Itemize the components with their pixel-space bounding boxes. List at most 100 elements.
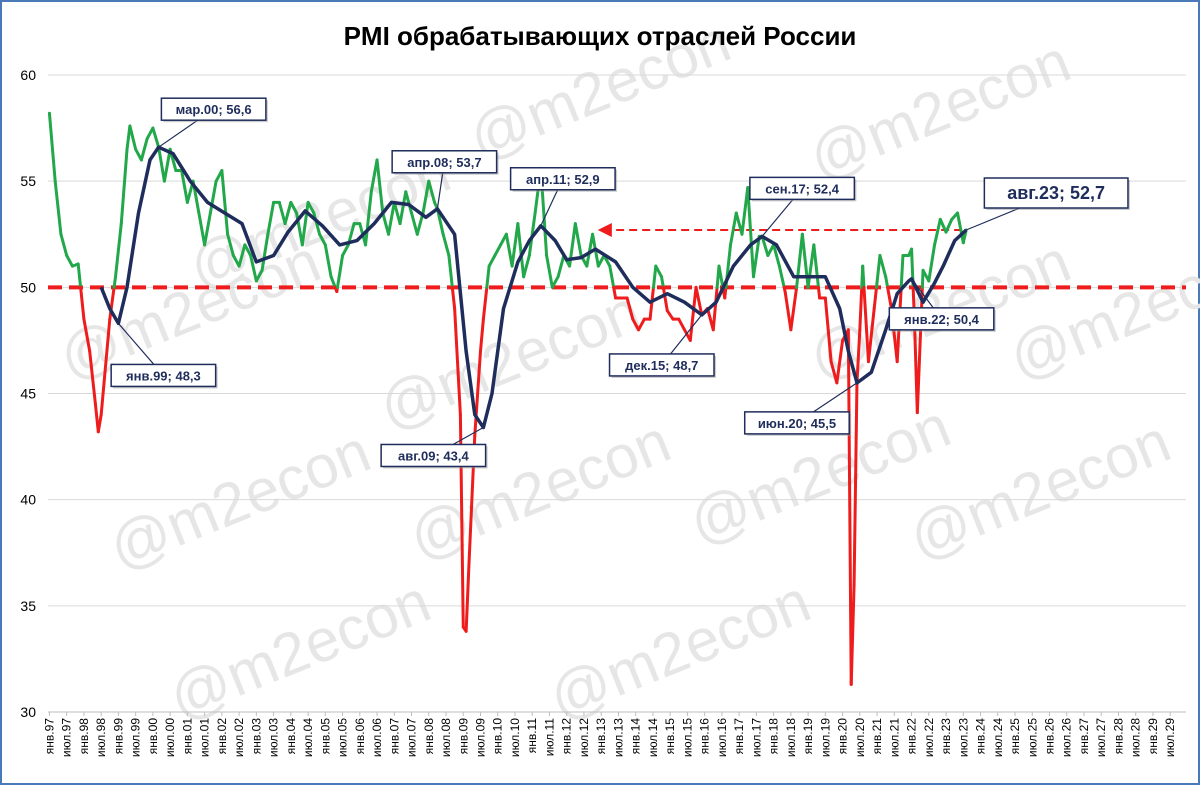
x-tick-label: янв.14 <box>629 718 643 755</box>
pmi-segment <box>65 253 74 268</box>
trend-line <box>99 145 968 430</box>
x-tick-label: июл.15 <box>680 718 694 757</box>
pmi-segment <box>464 561 471 633</box>
pmi-segment <box>651 264 658 289</box>
annotation-box <box>110 363 217 388</box>
x-tick-label: янв.26 <box>1042 718 1056 755</box>
pmi-segment <box>427 179 437 204</box>
annotation-2015-12: дек.15; 48,7 <box>608 314 717 378</box>
pmi-segment <box>79 285 86 321</box>
pmi-segment <box>312 211 322 236</box>
annotation-2008-04: апр.08; 53,7 <box>391 150 499 209</box>
annotation-label: июн.20; 45,5 <box>758 416 836 431</box>
pmi-segment <box>516 222 526 279</box>
x-tick-label: янв.00 <box>146 718 160 755</box>
x-tick-label: июл.00 <box>163 718 177 757</box>
x-tick-label: июл.16 <box>715 718 729 757</box>
pmi-segment <box>550 275 560 289</box>
annotation-2017-09: сен.17; 52,4 <box>749 176 857 237</box>
x-tick-label: янв.29 <box>1146 718 1160 755</box>
y-tick-label: 40 <box>20 492 36 508</box>
pmi-segment <box>752 234 761 279</box>
x-tick-label: июл.25 <box>1025 718 1039 757</box>
pmi-segment <box>243 243 253 257</box>
pmi-segment <box>493 243 503 257</box>
x-tick-label: июл.21 <box>887 718 901 757</box>
x-tick-label: янв.97 <box>42 718 56 755</box>
x-tick-label: янв.12 <box>560 718 574 755</box>
watermark-text: @m2econ <box>540 567 819 732</box>
x-tick-label: июл.20 <box>853 718 867 757</box>
x-tick-label: янв.22 <box>905 718 919 755</box>
pmi-segment <box>381 211 391 236</box>
pmi-segment <box>162 147 172 183</box>
pmi-segment <box>729 211 738 247</box>
pmi-segment <box>102 317 112 385</box>
pmi-segment <box>441 232 451 257</box>
pmi-segment <box>654 264 664 279</box>
annotation-label: дек.15; 48,7 <box>625 358 698 373</box>
annotation-box <box>888 307 995 331</box>
annotation-box <box>380 443 487 468</box>
annotation-label: янв.99; 48,3 <box>126 368 201 383</box>
pmi-segment <box>180 169 189 204</box>
annotations: мар.00; 56,6 янв.99; 48,3 апр.08; 53,7 апр.… <box>110 97 1130 469</box>
y-tick-label: 50 <box>20 279 36 295</box>
pmi-segment <box>866 307 876 364</box>
pmi-segment <box>59 232 69 257</box>
x-tick-label: июл.27 <box>1094 718 1108 757</box>
x-tick-label: июл.10 <box>508 718 522 757</box>
x-tick-label: янв.01 <box>180 718 194 755</box>
pmi-segment <box>855 328 862 385</box>
pmi-segment <box>694 285 704 317</box>
pmi-segment <box>789 285 799 332</box>
x-tick-label: янв.23 <box>939 718 953 755</box>
pmi-segment <box>369 158 379 194</box>
pmi-segment <box>556 253 566 279</box>
pmi-segment <box>545 253 554 289</box>
pmi-segment <box>249 253 258 283</box>
y-axis: 30 35 40 45 50 55 60 <box>20 67 1186 720</box>
pmi-segment <box>421 179 431 215</box>
annotation-box <box>391 150 498 174</box>
watermark-text: @m2econ <box>370 277 649 442</box>
pmi-segment <box>795 232 804 289</box>
pmi-segment <box>927 243 937 283</box>
pmi-segment <box>341 243 350 257</box>
pmi-segment <box>487 253 497 268</box>
annotation-label: авг.09; 43,4 <box>398 448 469 463</box>
annotation-1999-01: янв.99; 48,3 <box>110 323 218 389</box>
pmi-segment <box>884 275 890 289</box>
annotation-label: сен.17; 52,4 <box>765 181 839 196</box>
pmi-segment <box>933 217 942 247</box>
pmi-segment <box>677 317 687 332</box>
pmi-segment <box>237 243 247 268</box>
x-tick-label: июл.03 <box>267 718 281 757</box>
x-tick-label: июл.02 <box>232 718 246 757</box>
pmi-segment <box>220 169 230 236</box>
watermark-text: @m2econ <box>400 407 679 572</box>
pmi-segment <box>886 285 893 311</box>
pmi-segment <box>585 232 595 268</box>
pmi-segment <box>861 264 866 289</box>
pmi-segment <box>112 275 118 289</box>
x-tick-label: июл.29 <box>1163 718 1177 757</box>
pmi-segment <box>364 190 373 247</box>
x-tick-label: июл.05 <box>336 718 350 757</box>
pmi-segment <box>777 264 786 289</box>
pmi-segment <box>260 232 270 272</box>
x-tick-label: янв.28 <box>1111 718 1125 755</box>
x-tick-label: янв.16 <box>698 718 712 755</box>
pmi-segment <box>481 285 489 321</box>
pmi-segment <box>410 211 419 236</box>
chart-title: PMI обрабатывающих отраслей России <box>344 21 857 51</box>
x-tick-label: июл.26 <box>1060 718 1074 757</box>
pmi-segment <box>812 243 820 289</box>
x-tick-label: июл.12 <box>577 718 591 757</box>
pmi-segment <box>387 200 396 236</box>
x-tick-label: июл.06 <box>370 718 384 757</box>
x-tick-label: янв.15 <box>663 718 677 755</box>
x-tick-label: июл.23 <box>956 718 970 757</box>
x-tick-label: июл.19 <box>818 718 832 757</box>
x-tick-label: янв.08 <box>422 718 436 755</box>
